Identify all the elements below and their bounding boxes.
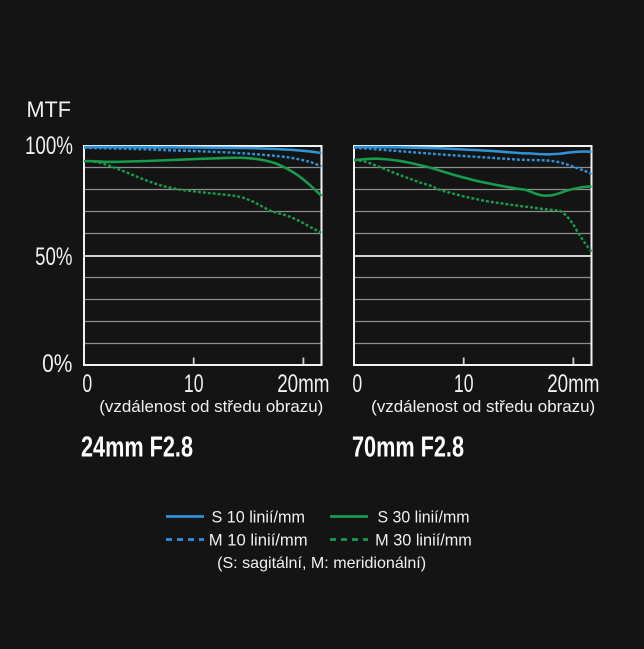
svg-text:10: 10 <box>184 370 204 398</box>
svg-text:M 30 linií/mm: M 30 linií/mm <box>375 531 472 550</box>
svg-text:(vzdálenost od středu obrazu): (vzdálenost od středu obrazu) <box>371 397 595 416</box>
svg-text:50%: 50% <box>35 243 72 271</box>
svg-text:24mm F2.8: 24mm F2.8 <box>81 431 193 463</box>
svg-text:0%: 0% <box>42 350 72 378</box>
svg-text:100%: 100% <box>25 132 73 160</box>
svg-text:S 30 linií/mm: S 30 linií/mm <box>378 508 470 527</box>
svg-text:(S: sagitální, M: meridionální: (S: sagitální, M: meridionální) <box>217 555 426 572</box>
svg-text:20mm: 20mm <box>547 370 599 398</box>
svg-text:(vzdálenost od středu obrazu): (vzdálenost od středu obrazu) <box>99 397 323 416</box>
svg-text:20mm: 20mm <box>277 370 329 398</box>
svg-text:M 10 linií/mm: M 10 linií/mm <box>209 531 308 550</box>
svg-text:MTF: MTF <box>27 97 72 122</box>
svg-text:10: 10 <box>454 370 474 398</box>
svg-text:0: 0 <box>82 370 92 398</box>
svg-text:S 10 linií/mm: S 10 linií/mm <box>211 508 305 527</box>
svg-text:0: 0 <box>352 370 362 398</box>
svg-text:70mm F2.8: 70mm F2.8 <box>352 431 464 463</box>
